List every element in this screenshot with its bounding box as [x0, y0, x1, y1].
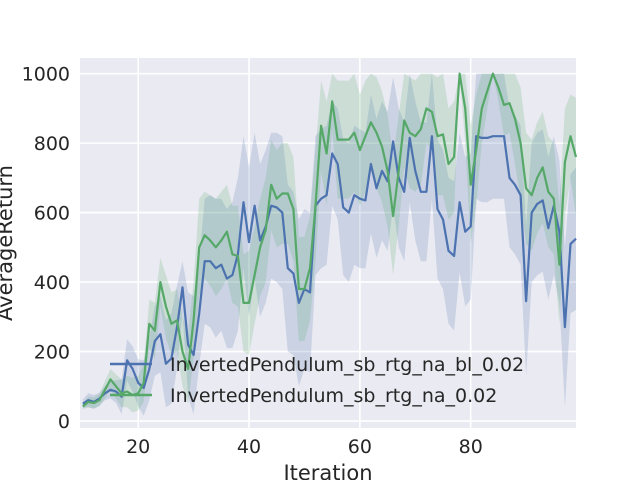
y-axis-label: AverageReturn — [0, 165, 17, 321]
x-tick-labels: 20 40 60 80 — [126, 436, 483, 458]
x-tick-2: 60 — [348, 436, 372, 458]
y-tick-labels: 0 200 400 600 800 1000 — [22, 64, 70, 433]
line-series-1 — [82, 72, 578, 408]
legend-label-1: InvertedPendulum_sb_rtg_na_0.02 — [170, 385, 497, 407]
series-lines — [82, 72, 578, 408]
y-tick-1: 200 — [34, 342, 70, 364]
line-series-0 — [82, 135, 577, 405]
y-tick-5: 1000 — [22, 64, 70, 86]
band-series-0 — [82, 73, 577, 416]
y-tick-2: 400 — [34, 272, 70, 294]
y-tick-0: 0 — [58, 411, 70, 433]
y-tick-4: 800 — [34, 133, 70, 155]
y-tick-3: 600 — [34, 203, 70, 225]
plot-area-background — [80, 58, 576, 428]
legend-label-0: InvertedPendulum_sb_rtg_na_bl_0.02 — [170, 354, 524, 376]
x-axis-label: Iteration — [283, 461, 372, 480]
x-tick-1: 40 — [237, 436, 261, 458]
x-tick-3: 80 — [459, 436, 483, 458]
legend: InvertedPendulum_sb_rtg_na_bl_0.02 Inver… — [110, 354, 524, 407]
x-tick-0: 20 — [126, 436, 150, 458]
